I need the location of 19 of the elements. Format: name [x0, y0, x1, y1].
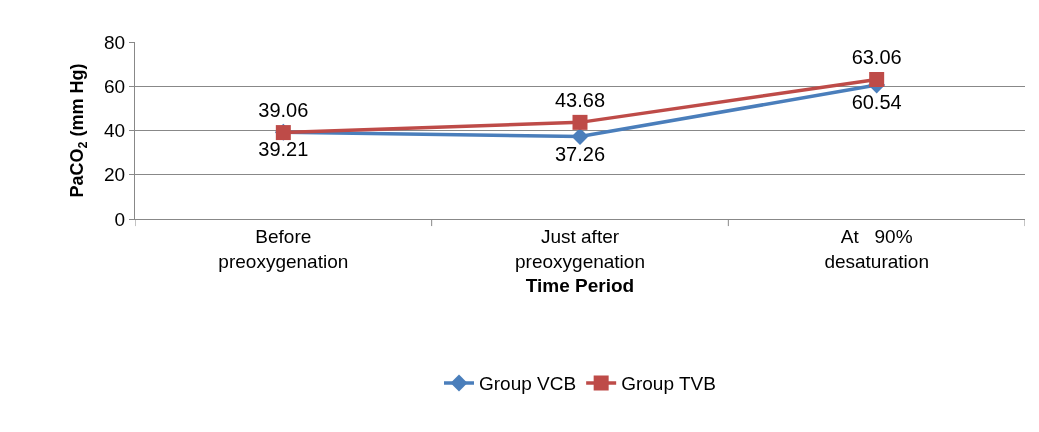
legend-label: Group VCB [479, 373, 577, 395]
x-tick-label: Just after preoxygenation [515, 225, 645, 272]
y-tick-label: 20 [104, 164, 126, 186]
x-tick-label: At 90% desaturation [824, 225, 929, 272]
x-tick-label: Before preoxygenation [218, 225, 349, 272]
y-tick-label: 60 [104, 75, 126, 97]
y-tick-label: 80 [104, 31, 126, 53]
y-tick-label: 40 [104, 120, 126, 142]
x-axis-title: Time Period [525, 275, 635, 297]
data-label: 63.06 [851, 46, 902, 69]
data-label: 39.21 [258, 138, 309, 161]
data-label: 37.26 [554, 142, 606, 165]
data-label: 60.54 [851, 91, 902, 114]
point [869, 71, 885, 87]
data-label: 43.68 [554, 88, 606, 111]
data-label: 39.06 [258, 99, 309, 122]
y-tick-label: 0 [114, 208, 126, 230]
legend-label: Group TVB [621, 373, 716, 395]
point [572, 114, 588, 130]
